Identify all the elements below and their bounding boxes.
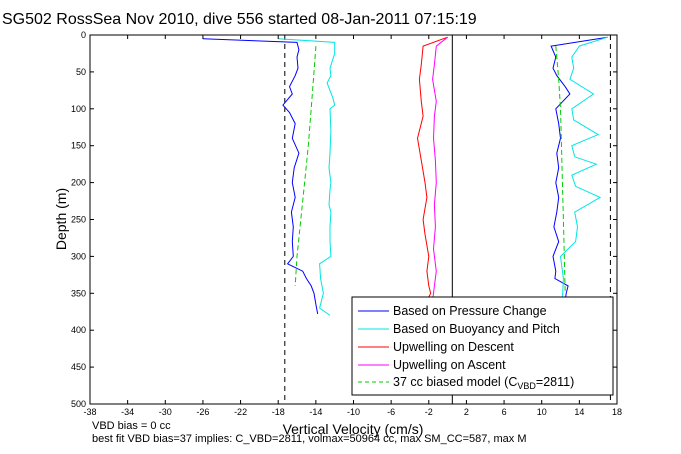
y-tick-label: 50 bbox=[76, 67, 86, 77]
series-line-1 bbox=[559, 36, 608, 301]
series-line-3 bbox=[432, 36, 448, 301]
legend-model-suffix: =2811) bbox=[536, 375, 574, 389]
x-axis-ticks: -38 -34 -30 -26 -22 -18 -14 -10 -6 -2 2 6 10 14 18 bbox=[83, 35, 622, 417]
x-tick-label: -18 bbox=[272, 407, 285, 417]
y-tick-label: 450 bbox=[71, 362, 86, 372]
x-tick-label: -26 bbox=[196, 407, 209, 417]
legend-label-descent: Upwelling on Descent bbox=[393, 340, 514, 354]
x-tick-label: -34 bbox=[121, 407, 134, 417]
legend-model-prefix: 37 cc biased model (C bbox=[393, 375, 517, 389]
y-tick-label: 100 bbox=[71, 104, 86, 114]
vbd-bias-note: VBD bias = 0 cc bbox=[92, 420, 171, 432]
x-axis-label: Vertical Velocity (cm/s) bbox=[283, 421, 424, 437]
x-tick-label: 10 bbox=[537, 407, 547, 417]
y-tick-label: 400 bbox=[71, 325, 86, 335]
legend-label-model: 37 cc biased model (CVBD=2811) bbox=[393, 375, 574, 391]
x-tick-label: 18 bbox=[612, 407, 622, 417]
series-line-0 bbox=[202, 38, 319, 315]
y-tick-label: 300 bbox=[71, 251, 86, 261]
series-line-2 bbox=[416, 36, 448, 298]
series-line-0 bbox=[550, 36, 608, 301]
legend-box bbox=[351, 296, 614, 396]
x-tick-label: 2 bbox=[464, 407, 469, 417]
chart-title: SG502 RossSea Nov 2010, dive 556 started… bbox=[2, 11, 477, 28]
y-tick-label: 500 bbox=[71, 399, 86, 409]
y-tick-label: 250 bbox=[71, 215, 86, 225]
series-layer bbox=[202, 36, 608, 316]
y-tick-label: 350 bbox=[71, 288, 86, 298]
x-tick-label: -22 bbox=[234, 407, 247, 417]
legend-model-sub: VBD bbox=[517, 381, 536, 391]
x-tick-label: -10 bbox=[347, 407, 360, 417]
x-tick-label: 14 bbox=[574, 407, 584, 417]
y-axis-label: Depth (m) bbox=[53, 188, 69, 250]
y-tick-label: 200 bbox=[71, 178, 86, 188]
x-tick-label: 6 bbox=[502, 407, 507, 417]
x-tick-label: -30 bbox=[159, 407, 172, 417]
x-tick-label: -14 bbox=[309, 407, 322, 417]
y-tick-label: 150 bbox=[71, 141, 86, 151]
y-axis-ticks: 0 50 100 150 200 250 300 350 400 450 500 bbox=[71, 30, 617, 409]
legend-label-ascent: Upwelling on Ascent bbox=[393, 358, 506, 372]
x-tick-label: -38 bbox=[83, 407, 96, 417]
y-tick-label: 0 bbox=[81, 30, 86, 40]
best-fit-note: best fit VBD bias=37 implies: C_VBD=2811… bbox=[92, 433, 527, 445]
x-tick-label: -2 bbox=[425, 407, 433, 417]
legend: Based on Pressure Change Based on Buoyan… bbox=[351, 296, 614, 396]
legend-label-pressure: Based on Pressure Change bbox=[393, 304, 547, 318]
series-line-1 bbox=[278, 38, 336, 316]
series-line-4 bbox=[294, 46, 317, 286]
x-tick-label: -6 bbox=[387, 407, 395, 417]
legend-label-buoyancy: Based on Buoyancy and Pitch bbox=[393, 322, 560, 336]
series-line-4 bbox=[555, 46, 566, 294]
